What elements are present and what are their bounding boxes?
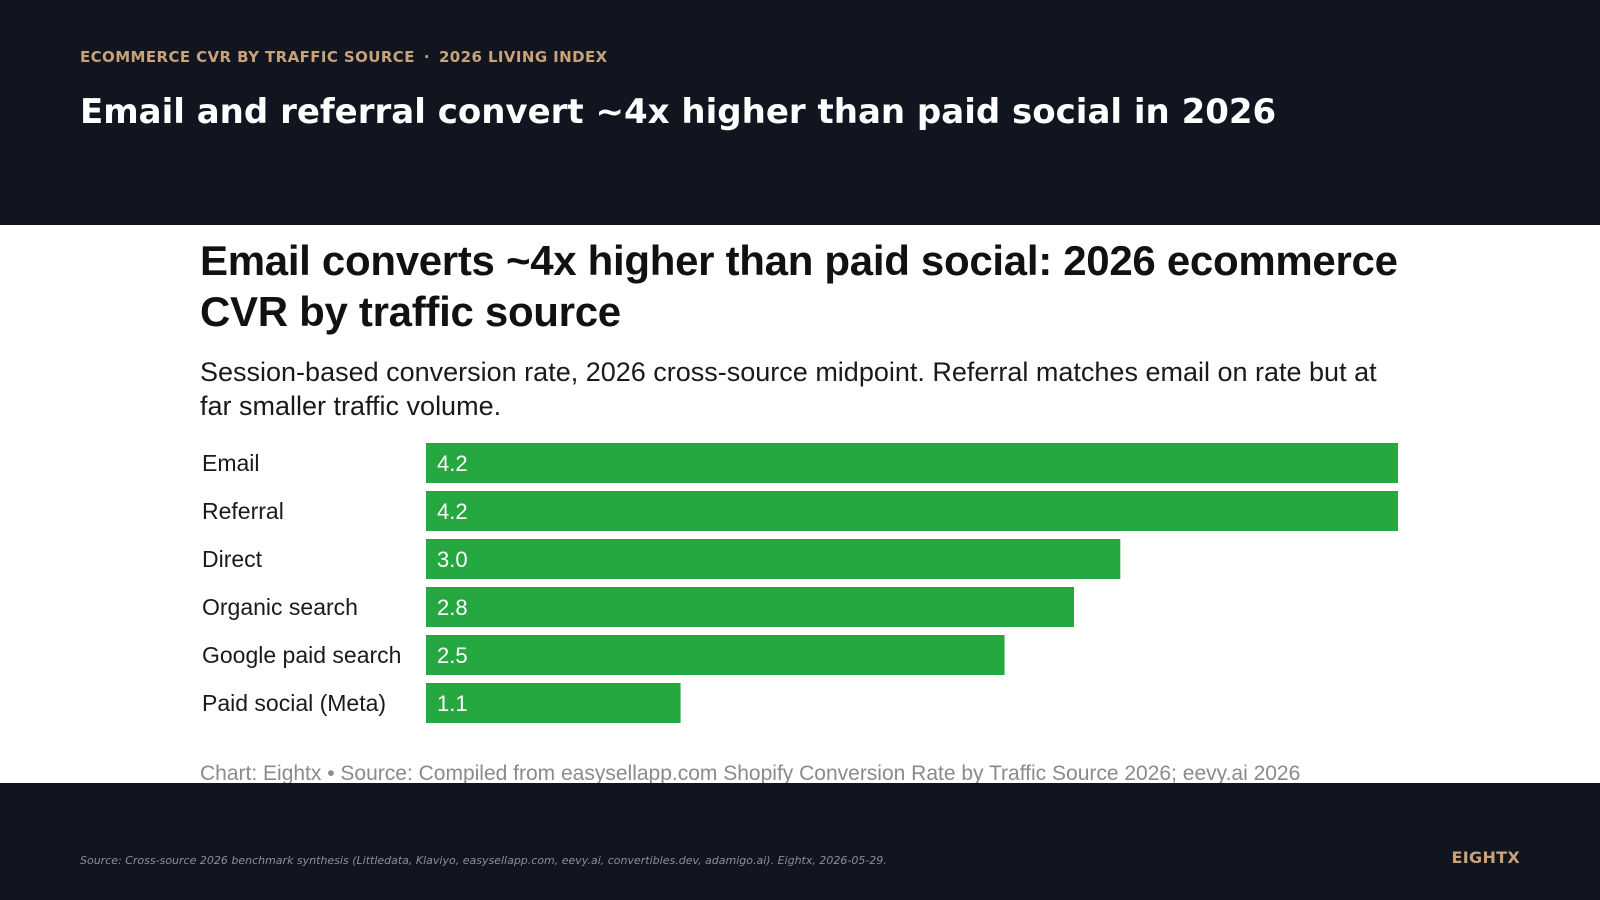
page-headline: Email and referral convert ~4x higher th… <box>80 92 1277 132</box>
bar-organic-search <box>426 587 1074 627</box>
header-band: ECOMMERCE CVR BY TRAFFIC SOURCE · 2026 LIV… <box>0 0 1600 225</box>
bar-paid-social-meta <box>426 683 681 723</box>
footer-band: Source: Cross-source 2026 benchmark synt… <box>0 783 1600 900</box>
footer-source-note: Source: Cross-source 2026 benchmark synt… <box>80 854 887 867</box>
kicker-index: 2026 LIVING INDEX <box>438 48 608 66</box>
category-label-organic-search: Organic search <box>202 594 358 620</box>
chart-panel: Email converts ~4x higher than paid soci… <box>0 225 1600 783</box>
category-label-referral: Referral <box>202 498 284 524</box>
bar-direct <box>426 539 1121 579</box>
chart-subtitle: Session-based conversion rate, 2026 cros… <box>200 357 1377 421</box>
category-label-email: Email <box>202 450 260 476</box>
value-label-paid-social-meta: 1.1 <box>437 691 468 716</box>
value-label-email: 4.2 <box>437 451 468 476</box>
category-label-direct: Direct <box>202 546 263 572</box>
bar-email <box>426 443 1398 483</box>
kicker: ECOMMERCE CVR BY TRAFFIC SOURCE · 2026 LIV… <box>80 48 608 66</box>
kicker-separator: · <box>423 48 430 66</box>
chart-credit: Chart: Eightx • Source: Compiled from ea… <box>200 762 1301 783</box>
brand-logo: EIGHTX <box>1451 848 1520 867</box>
bar-referral <box>426 491 1398 531</box>
chart-title: Email converts ~4x higher than paid soci… <box>200 237 1398 335</box>
value-label-google-paid-search: 2.5 <box>437 643 468 668</box>
category-label-google-paid-search: Google paid search <box>202 642 401 668</box>
value-label-direct: 3.0 <box>437 547 468 572</box>
value-label-organic-search: 2.8 <box>437 595 468 620</box>
category-label-paid-social-meta: Paid social (Meta) <box>202 690 386 716</box>
bar-chart: Email 4.2 Referral 4.2 Direct 3.0 Organic sear… <box>202 443 1398 723</box>
value-label-referral: 4.2 <box>437 499 468 524</box>
kicker-topic: ECOMMERCE CVR BY TRAFFIC SOURCE <box>80 48 415 66</box>
bar-google-paid-search <box>426 635 1005 675</box>
